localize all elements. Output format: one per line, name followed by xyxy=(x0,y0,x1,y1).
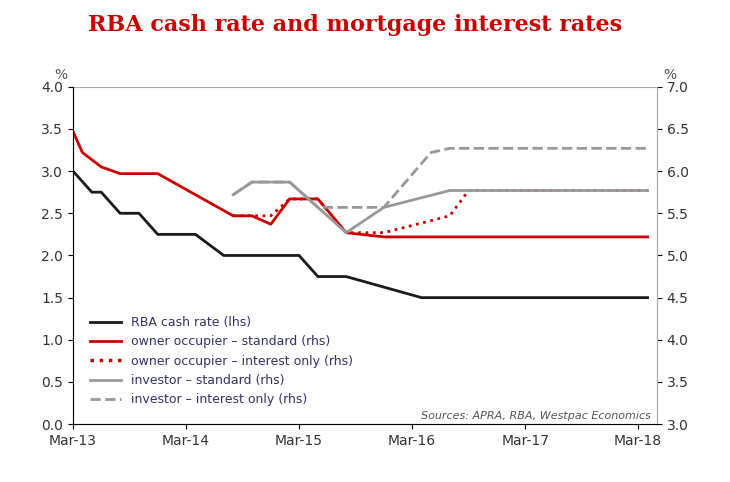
Text: RBA cash rate and mortgage interest rates: RBA cash rate and mortgage interest rate… xyxy=(88,14,622,37)
Text: %: % xyxy=(54,67,67,82)
Legend: RBA cash rate (lhs), owner occupier – standard (rhs), owner occupier – interest : RBA cash rate (lhs), owner occupier – st… xyxy=(85,311,358,411)
Text: Sources: APRA, RBA, Westpac Economics: Sources: APRA, RBA, Westpac Economics xyxy=(421,411,651,421)
Text: %: % xyxy=(663,67,676,82)
